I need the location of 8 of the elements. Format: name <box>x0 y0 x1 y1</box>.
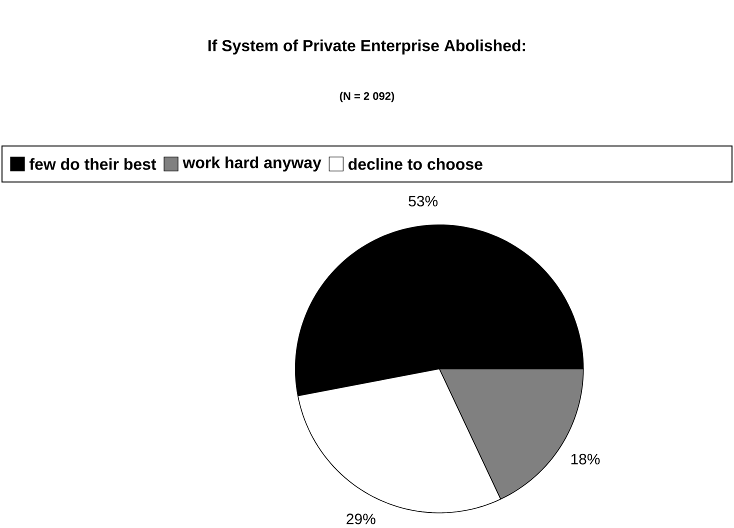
legend-label: decline to choose <box>348 158 482 170</box>
legend-label: work hard anyway <box>182 156 322 172</box>
chart-title: If System of Private Enterprise Abolished: <box>208 40 526 55</box>
chart-subtitle: (N = 2 092) <box>340 92 394 102</box>
data-label: 29% <box>346 514 376 524</box>
data-label: 53% <box>408 196 438 207</box>
legend-label: few do their best <box>29 158 156 170</box>
data-label: 18% <box>571 454 600 465</box>
